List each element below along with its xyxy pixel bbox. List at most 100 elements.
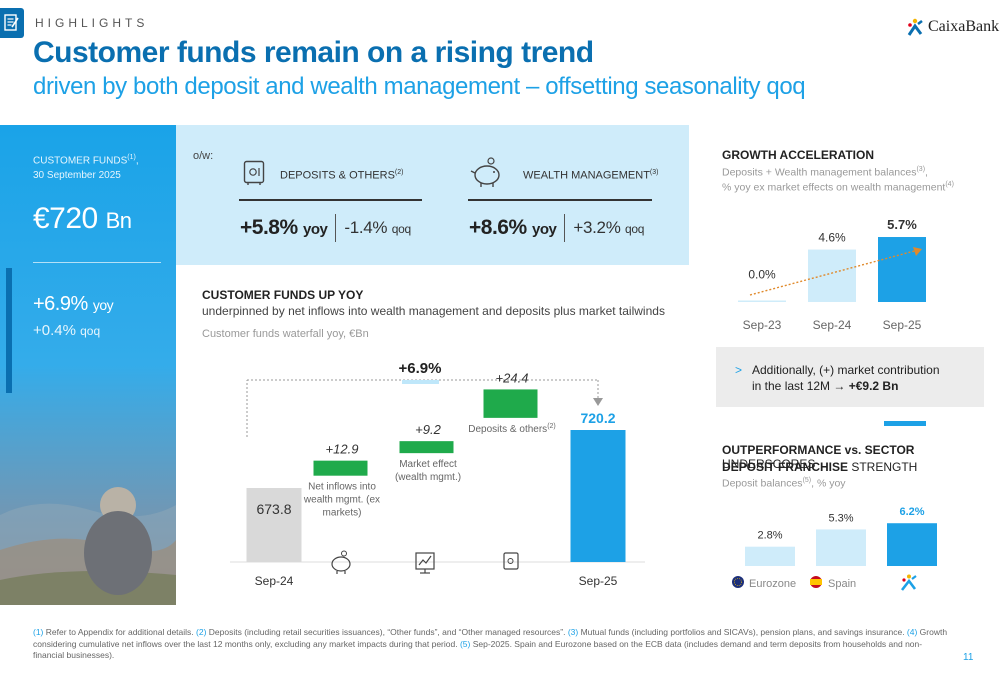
- customer-funds-value: €720 Bn: [33, 202, 132, 235]
- growth-subtitle-2: % yoy ex market effects on wealth manage…: [722, 181, 954, 194]
- footnote-text: Sep-2025. Spain and Eurozone based on th…: [33, 638, 923, 661]
- waterfall-bar: [313, 460, 368, 476]
- brand-logo: CaixaBank: [906, 18, 999, 36]
- eurozone-flag-icon: [732, 576, 744, 588]
- growth-underline: [402, 380, 439, 384]
- waterfall-bar-label: Net inflows into: [308, 482, 376, 493]
- market-contribution-note: [716, 347, 984, 407]
- growth-axis-label: Sep-25: [883, 318, 922, 332]
- page-title: Customer funds remain on a rising trend: [33, 36, 594, 69]
- page-subtitle: driven by both deposit and wealth manage…: [33, 73, 806, 100]
- breakdown-band: [176, 125, 689, 265]
- waterfall-value-label: 720.2: [580, 410, 615, 426]
- market-chart-icon: [415, 552, 435, 574]
- deposits-heading: DEPOSITS & OTHERS(2): [280, 169, 404, 182]
- metric-separator: [564, 214, 566, 242]
- waterfall-caption: Customer funds waterfall yoy, €Bn: [202, 328, 369, 340]
- section-label: HIGHLIGHTS: [35, 16, 149, 30]
- note-line-2: in the last 12M → +€9.2 Bn: [752, 379, 899, 393]
- customer-funds-label: CUSTOMER FUNDS(1), 30 September 2025: [33, 154, 139, 182]
- deposits-metrics: +5.8% yoy -1.4% qoq: [240, 214, 411, 242]
- growth-title: GROWTH ACCELERATION: [722, 148, 874, 162]
- waterfall-value-label: 673.8: [256, 501, 291, 517]
- waterfall-value-label: +24.4: [496, 370, 529, 385]
- wealth-qoq: +3.2% qoq: [573, 218, 645, 237]
- waterfall-bar-label: markets): [323, 508, 362, 519]
- outperformance-title-2: DEPOSIT FRANCHISE STRENGTH: [722, 460, 918, 474]
- growth-chart: 0.0% Sep-23 4.6% Sep-24 5.7% Sep-25: [738, 217, 926, 332]
- growth-bar: [808, 249, 856, 302]
- deposit-growth-label: 2.8%: [757, 530, 782, 542]
- page-number: 11: [963, 652, 974, 663]
- waterfall-axis-label: Sep-24: [255, 574, 294, 588]
- outperformance-chart: 2.8% 5.3% 6.2% Eurozone Spain: [732, 506, 937, 591]
- growth-bar: [878, 237, 926, 302]
- brand-name: CaixaBank: [928, 18, 1000, 35]
- growth-value-label: 4.6%: [818, 231, 846, 245]
- growth-value-label: 5.7%: [887, 217, 917, 232]
- customer-funds-panel: [0, 125, 176, 605]
- wealth-metrics: +8.6% yoy +3.2% qoq: [469, 214, 644, 242]
- waterfall-value-label: +9.2: [415, 422, 441, 437]
- deposits-underline: [239, 199, 422, 201]
- footnote-text: Deposits (including retail securities is…: [206, 627, 568, 637]
- growth-value-label: 0.0%: [748, 268, 776, 282]
- wealth-heading: WEALTH MANAGEMENT(3): [523, 169, 659, 182]
- waterfall-bar: [399, 441, 454, 454]
- deposit-growth-bar: [745, 546, 795, 566]
- deposit-growth-label: 6.2%: [899, 506, 924, 518]
- safe-icon: [243, 160, 265, 191]
- note-accent: [884, 421, 926, 426]
- landscape-photo-icon: [0, 487, 176, 605]
- trend-arrow-icon: [913, 247, 922, 256]
- deposits-qoq: -1.4% qoq: [344, 218, 411, 237]
- deposit-growth-label: 5.3%: [828, 512, 853, 524]
- highlights-icon: [0, 8, 24, 38]
- divider: [33, 262, 161, 263]
- waterfall-bar: [246, 488, 302, 562]
- footnote-ref: (1): [33, 627, 44, 637]
- arrow-right-icon: →: [833, 379, 846, 393]
- footnote-ref: (4): [906, 627, 918, 637]
- footnote-ref: (2): [196, 627, 207, 637]
- outperformance-title: OUTPERFORMANCE vs. SECTOR UNDERSCORES: [722, 443, 915, 471]
- wealth-underline: [468, 199, 652, 201]
- wealth-inflows-icon: [331, 550, 351, 574]
- waterfall-axis-label: Sep-25: [579, 574, 618, 588]
- trend-line: [749, 249, 919, 296]
- waterfall-bar-label: (wealth mgmt.): [395, 472, 461, 483]
- deposits-safe-icon: [503, 552, 519, 570]
- growth-axis-label: Sep-23: [743, 318, 782, 332]
- note-line-1: Additionally, (+) market contribution: [752, 363, 940, 377]
- waterfall-bar-label: Market effect: [399, 459, 457, 470]
- waterfall-subtitle: underpinned by net inflows into wealth m…: [202, 304, 665, 318]
- caixabank-star-icon: [900, 574, 917, 591]
- growth-label: +6.9%: [399, 360, 442, 377]
- waterfall-chart: +6.9% 673.8 Sep-24 +12.9 Net inflows into we…: [230, 360, 645, 588]
- legend-spain: Spain: [828, 578, 856, 590]
- customer-funds-yoy: +6.9% yoy: [33, 293, 114, 315]
- waterfall-bar-label: wealth mgmt. (ex: [303, 495, 380, 506]
- bracket-arrow-icon: [593, 398, 603, 406]
- footnote-text: Mutual funds (including portfolios and S…: [578, 627, 907, 637]
- footnote-ref: (5): [459, 638, 471, 649]
- wealth-yoy: +8.6% yoy: [469, 216, 557, 239]
- waterfall-bar: [570, 430, 626, 562]
- growth-bar: [738, 300, 786, 302]
- deposit-growth-bar: [887, 523, 937, 566]
- accent-bar: [6, 268, 12, 393]
- growth-subtitle: Deposits + Wealth management balances(3)…: [722, 166, 928, 179]
- outperformance-subtitle: Deposit balances(5), % yoy: [722, 477, 846, 490]
- waterfall-value-label: +12.9: [326, 442, 359, 457]
- footnotes: (1) Refer to Appendix for additional det…: [33, 627, 953, 662]
- footnote-ref: (3): [567, 627, 579, 637]
- deposits-yoy: +5.8% yoy: [240, 216, 328, 239]
- deposit-growth-bar: [816, 529, 866, 566]
- legend-eurozone: Eurozone: [749, 578, 796, 590]
- piggy-bank-icon: [470, 156, 504, 193]
- metric-separator: [335, 214, 337, 242]
- ow-label: o/w:: [193, 150, 214, 162]
- waterfall-bar-label: Deposits & others(2): [468, 423, 556, 435]
- note-bullet: >: [735, 363, 743, 377]
- footnote-text: Refer to Appendix for additional details…: [43, 627, 197, 637]
